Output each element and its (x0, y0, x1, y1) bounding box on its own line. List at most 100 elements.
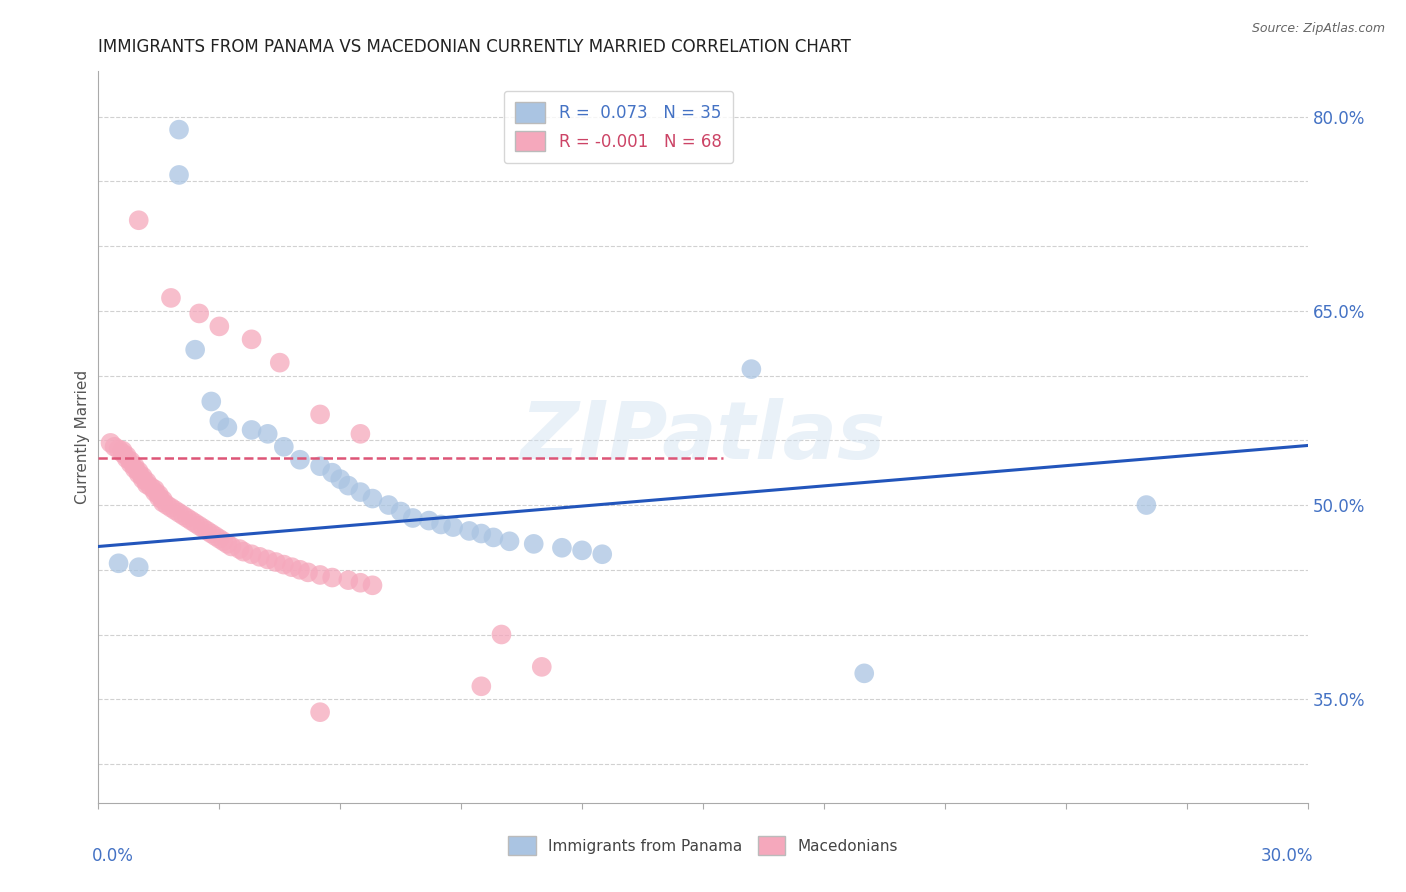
Point (167, 168, 190, 182)
Point (498, 534, 520, 549)
Point (309, 568, 332, 582)
Point (107, 442, 129, 457)
Point (389, 504, 412, 518)
Point (458, 524, 481, 538)
Point (288, 452, 311, 467)
Point (143, 483, 166, 497)
Point (217, 420, 239, 434)
Point (176, 511, 198, 525)
Point (100, 436, 122, 450)
Point (200, 526, 222, 541)
Point (240, 547, 263, 561)
Point (361, 578, 384, 592)
Y-axis label: Currently Married: Currently Married (75, 370, 90, 504)
Point (240, 332, 263, 346)
Text: Source: ZipAtlas.com: Source: ZipAtlas.com (1251, 22, 1385, 36)
Point (139, 480, 162, 494)
Point (232, 544, 254, 558)
Point (135, 475, 157, 489)
Point (115, 451, 138, 466)
Point (249, 549, 271, 564)
Point (297, 566, 319, 580)
Point (188, 518, 211, 533)
Point (128, 213, 150, 227)
Point (132, 472, 155, 486)
Point (523, 537, 546, 551)
Point (337, 573, 360, 587)
Point (212, 534, 235, 549)
Point (329, 472, 352, 486)
Point (491, 627, 513, 641)
Point (221, 540, 243, 554)
Point (184, 516, 207, 531)
Point (309, 705, 332, 719)
Point (273, 558, 295, 572)
Point (208, 532, 231, 546)
Point (115, 449, 138, 463)
Legend: Immigrants from Panama, Macedonians: Immigrants from Panama, Macedonians (502, 830, 904, 861)
Text: ZIPatlas: ZIPatlas (520, 398, 886, 476)
Point (172, 508, 194, 523)
Point (228, 542, 250, 557)
Point (128, 560, 150, 574)
Point (349, 485, 371, 500)
Point (361, 491, 384, 506)
Point (269, 356, 291, 370)
Point (349, 575, 371, 590)
Point (1135, 498, 1157, 512)
Point (195, 524, 218, 538)
Point (418, 514, 440, 528)
Point (163, 503, 186, 517)
Point (470, 679, 492, 693)
Point (309, 459, 332, 474)
Point (470, 526, 492, 541)
Point (740, 362, 762, 376)
Point (128, 464, 150, 478)
Point (103, 440, 125, 454)
Point (240, 423, 263, 437)
Point (135, 477, 157, 491)
Point (200, 394, 222, 409)
Point (167, 506, 190, 520)
Point (208, 414, 231, 428)
Text: IMMIGRANTS FROM PANAMA VS MACEDONIAN CURRENTLY MARRIED CORRELATION CHART: IMMIGRANTS FROM PANAMA VS MACEDONIAN CUR… (98, 38, 851, 56)
Point (124, 459, 146, 474)
Point (184, 343, 207, 357)
Point (111, 446, 134, 460)
Point (107, 557, 129, 571)
Point (160, 291, 183, 305)
Point (853, 666, 876, 681)
Point (309, 408, 332, 422)
Text: 0.0%: 0.0% (93, 847, 134, 864)
Point (377, 498, 399, 512)
Point (281, 560, 304, 574)
Point (530, 660, 553, 674)
Point (180, 514, 202, 528)
Point (128, 467, 150, 481)
Point (188, 306, 211, 320)
Point (337, 478, 360, 492)
Point (217, 537, 239, 551)
Point (321, 570, 343, 584)
Point (321, 466, 343, 480)
Point (591, 547, 613, 561)
Point (132, 469, 155, 483)
Point (288, 563, 311, 577)
Point (148, 488, 170, 502)
Point (430, 517, 453, 532)
Point (152, 495, 174, 509)
Point (349, 426, 371, 441)
Point (124, 462, 146, 476)
Point (402, 511, 425, 525)
Point (256, 552, 278, 566)
Point (208, 319, 231, 334)
Point (143, 485, 166, 500)
Point (264, 555, 287, 569)
Point (160, 500, 183, 515)
Point (152, 492, 174, 507)
Point (273, 440, 295, 454)
Point (441, 520, 464, 534)
Point (551, 541, 574, 555)
Point (120, 457, 142, 471)
Point (156, 498, 179, 512)
